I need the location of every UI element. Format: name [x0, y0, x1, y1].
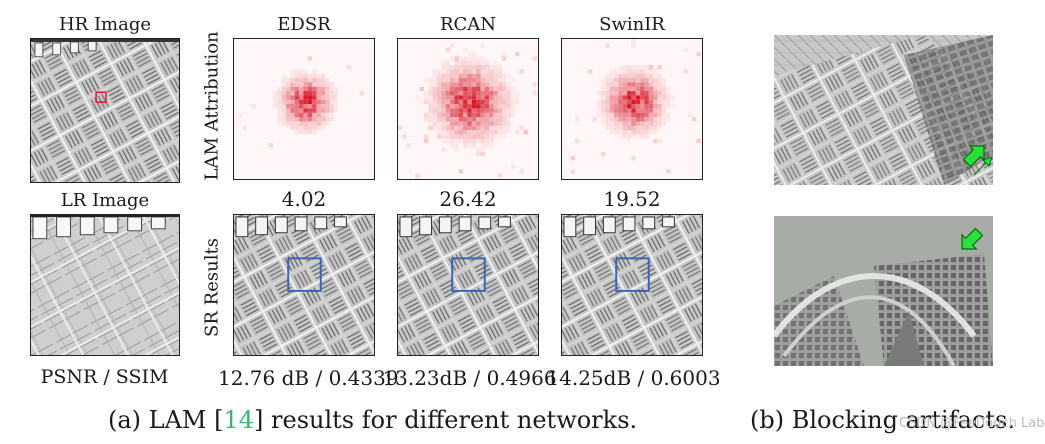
- lam-value-swinir: 19.52: [603, 187, 661, 211]
- psnr-ssim-label: PSNR / SSIM: [40, 366, 169, 388]
- hr-image: [30, 38, 180, 183]
- blocking-artifact-image-2: [774, 216, 993, 366]
- result-swinir: 14.25dB / 0.6003: [546, 366, 721, 390]
- caption-a: (a) LAM [14] results for different netwo…: [108, 406, 637, 434]
- zoom-box-edsr: [287, 257, 322, 292]
- arrow-icon: [962, 145, 985, 168]
- lam-map-swinir: [561, 38, 703, 180]
- model-name-swinir: SwinIR: [599, 14, 665, 35]
- result-rcan: 13.23dB / 0.4966: [382, 366, 557, 390]
- model-name-rcan: RCAN: [439, 14, 497, 35]
- lam-value-edsr: 4.02: [281, 187, 327, 211]
- arrow-icon: [961, 227, 984, 250]
- hr-image-label: HR Image: [58, 14, 152, 35]
- sr-result-swinir: [561, 214, 703, 356]
- watermark: CSDN @FeelTouch Labs: [899, 416, 1045, 431]
- model-name-edsr: EDSR: [277, 14, 331, 35]
- caption-a-suffix: ] results for different networks.: [254, 406, 638, 434]
- caption-b: (b) Blocking artifacts.: [750, 406, 1015, 434]
- sr-result-edsr: [233, 214, 375, 356]
- lam-attribution-row-label: LAM Attribution: [201, 31, 223, 181]
- sr-results-row-label: SR Results: [201, 238, 223, 337]
- lam-map-edsr: [233, 38, 375, 180]
- lam-value-rcan: 26.42: [439, 187, 497, 211]
- caption-a-prefix: (a) LAM [: [108, 406, 224, 434]
- blocking-artifact-image-1: [774, 35, 993, 185]
- zoom-box-swinir: [615, 257, 650, 292]
- result-edsr: 12.76 dB / 0.4339: [218, 366, 399, 390]
- lam-map-rcan: [397, 38, 539, 180]
- lr-image: [30, 214, 180, 356]
- arrow-icon: [973, 156, 993, 176]
- lr-image-label: LR Image: [60, 190, 150, 211]
- zoom-box-rcan: [451, 257, 486, 292]
- hr-crop-box: [95, 91, 107, 103]
- sr-result-rcan: [397, 214, 539, 356]
- citation-link[interactable]: 14: [223, 406, 255, 434]
